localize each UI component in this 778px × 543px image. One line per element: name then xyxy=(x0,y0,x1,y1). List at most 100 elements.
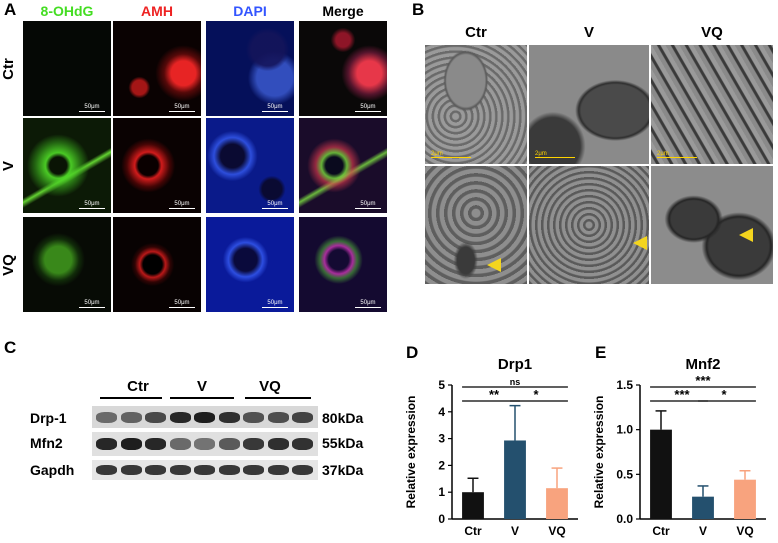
wb-protein-mfn2: Mfn2 xyxy=(30,435,63,451)
drp1-bar-vq xyxy=(546,488,568,519)
panel-a-row-ctr: Ctr xyxy=(0,57,17,80)
mnf2-category-label: V xyxy=(699,524,707,538)
wb-band xyxy=(96,411,117,423)
wb-group-vq-line xyxy=(245,397,311,399)
wb-band xyxy=(267,465,289,475)
wb-group-ctr: Ctr xyxy=(127,378,149,395)
scale-bar: 50μm xyxy=(169,300,195,308)
wb-band xyxy=(292,465,313,475)
panel-e-label: E xyxy=(595,343,607,362)
scale-bar-line xyxy=(355,111,381,112)
scale-bar-line xyxy=(169,208,195,209)
em-scale-bar-label: 2μm xyxy=(431,151,443,157)
scale-bar: 50μm xyxy=(262,300,288,308)
drp1-bar-v xyxy=(504,440,526,519)
panel-a-label: A xyxy=(4,0,17,19)
wb-band xyxy=(292,438,313,450)
wb-band xyxy=(120,465,142,475)
scale-bar: 50μm xyxy=(355,104,381,112)
scale-bar-label: 50μm xyxy=(84,104,100,110)
wb-band xyxy=(218,411,240,423)
scale-bar-line xyxy=(262,111,288,112)
wb-strip-gapdh xyxy=(92,460,318,480)
scale-bar-line xyxy=(79,111,105,112)
wb-group-v: V xyxy=(196,378,207,395)
panel-b-label: B xyxy=(412,0,425,19)
panel-a-image-vq-amh: 50μm xyxy=(112,216,202,313)
wb-protein-drp1: Drp-1 xyxy=(30,410,67,426)
wb-band xyxy=(169,411,191,423)
scale-bar: 50μm xyxy=(169,104,195,112)
drp1-sig-label: ns xyxy=(510,377,521,387)
scale-bar: 50μm xyxy=(79,201,105,209)
panel-b-em-vq-row-2 xyxy=(650,165,774,285)
mitochondria-arrow-icon xyxy=(633,236,647,250)
scale-bar-label: 50μm xyxy=(360,300,376,306)
drp1-ytick-label: 2 xyxy=(438,458,445,472)
panel-b-em-v-row-1: 2μm xyxy=(528,44,650,165)
mnf2-ytick-label: 0.0 xyxy=(616,512,633,526)
scale-bar-label: 50μm xyxy=(174,104,190,110)
wb-size-55kda: 55kDa xyxy=(322,435,364,451)
scale-bar-line xyxy=(355,307,381,308)
panel-a-image-vq-8-ohdg: 50μm xyxy=(22,216,112,313)
panel-a-row-vq: VQ xyxy=(0,253,17,276)
panel-a-header-amh: AMH xyxy=(141,3,173,19)
wb-size-37kda: 37kDa xyxy=(322,462,364,478)
panel-b-em-vq-row-1: 2μm xyxy=(650,44,774,165)
drp1-category-label: VQ xyxy=(548,524,565,538)
em-scale-bar-line xyxy=(657,157,697,158)
wb-band xyxy=(169,465,191,475)
scale-bar-line xyxy=(262,307,288,308)
mnf2-sig-label: *** xyxy=(674,387,690,402)
em-scale-bar: 2μm xyxy=(657,151,697,158)
scale-bar-label: 50μm xyxy=(267,104,283,110)
mitochondria-arrow-icon xyxy=(739,228,753,242)
mnf2-category-label: Ctr xyxy=(652,524,670,538)
scale-bar: 50μm xyxy=(262,201,288,209)
wb-band xyxy=(292,411,313,423)
mnf2-ytick-label: 1.0 xyxy=(616,423,633,437)
mnf2-ylabel: Relative expression xyxy=(592,396,606,509)
scale-bar: 50μm xyxy=(169,201,195,209)
drp1-bar-ctr xyxy=(462,492,484,519)
em-scale-bar: 2μm xyxy=(535,151,575,158)
drp1-sig-label: * xyxy=(533,387,539,402)
em-scale-bar: 2μm xyxy=(431,151,471,158)
wb-protein-gapdh: Gapdh xyxy=(30,462,75,478)
scale-bar: 50μm xyxy=(355,201,381,209)
scale-bar-label: 50μm xyxy=(267,201,283,207)
wb-band xyxy=(218,438,240,450)
panel-a-image-ctr-merge: 50μm xyxy=(298,20,388,117)
wb-group-vq: VQ xyxy=(259,378,281,395)
drp1-title: Drp1 xyxy=(498,356,532,373)
scale-bar-label: 50μm xyxy=(267,300,283,306)
panel-a-image-vq-merge: 50μm xyxy=(298,216,388,313)
mnf2-bar-vq xyxy=(734,479,756,519)
scale-bar: 50μm xyxy=(355,300,381,308)
mnf2-bar-v xyxy=(692,496,714,519)
wb-band xyxy=(243,465,264,475)
panel-a-image-ctr-8-ohdg: 50μm xyxy=(22,20,112,117)
scale-bar-label: 50μm xyxy=(174,201,190,207)
panel-b-em-v-row-2 xyxy=(528,165,650,285)
mnf2-ytick-label: 0.5 xyxy=(616,467,633,481)
wb-strip-mfn2 xyxy=(92,432,318,456)
mnf2-sig-label: * xyxy=(721,387,727,402)
panel-a-image-ctr-amh: 50μm xyxy=(112,20,202,117)
scale-bar-line xyxy=(169,307,195,308)
mnf2-bar-ctr xyxy=(650,429,672,519)
panel-c-label: C xyxy=(4,338,17,357)
wb-strip-drp1 xyxy=(92,406,318,428)
panel-a-image-v-amh: 50μm xyxy=(112,117,202,214)
wb-band xyxy=(169,438,191,450)
scale-bar-label: 50μm xyxy=(84,300,100,306)
wb-band xyxy=(96,465,117,475)
wb-band xyxy=(194,411,215,423)
wb-band xyxy=(243,438,264,450)
scale-bar-line xyxy=(355,208,381,209)
wb-group-ctr-line xyxy=(100,397,162,399)
wb-band xyxy=(120,411,142,423)
panel-a-header-dapi: DAPI xyxy=(233,3,267,19)
drp1-category-label: Ctr xyxy=(464,524,482,538)
